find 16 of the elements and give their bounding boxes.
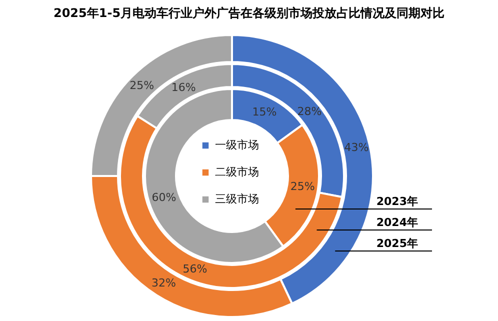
data-label: 56% bbox=[182, 262, 208, 276]
legend-label: 一级市场 bbox=[215, 138, 259, 152]
data-label: 28% bbox=[297, 104, 322, 118]
slice-label: 2025年 bbox=[376, 237, 418, 250]
legend-label: 三级市场 bbox=[215, 192, 259, 206]
legend-label: 二级市场 bbox=[215, 166, 259, 178]
data-label: 16% bbox=[171, 80, 196, 94]
data-label: 60% bbox=[152, 191, 176, 204]
data-label: 25% bbox=[290, 180, 315, 194]
data-label: 25% bbox=[130, 78, 154, 92]
slice-label: 2024年 bbox=[376, 216, 418, 229]
data-label: 15% bbox=[252, 105, 277, 118]
chart-title: 2025年1-5月电动车行业户外广告在各级别市场投放占比情况及同期对比 bbox=[53, 6, 445, 20]
data-label: 32% bbox=[151, 276, 176, 290]
data-label: 43% bbox=[344, 141, 369, 154]
slice-label: 2023年 bbox=[376, 195, 418, 208]
